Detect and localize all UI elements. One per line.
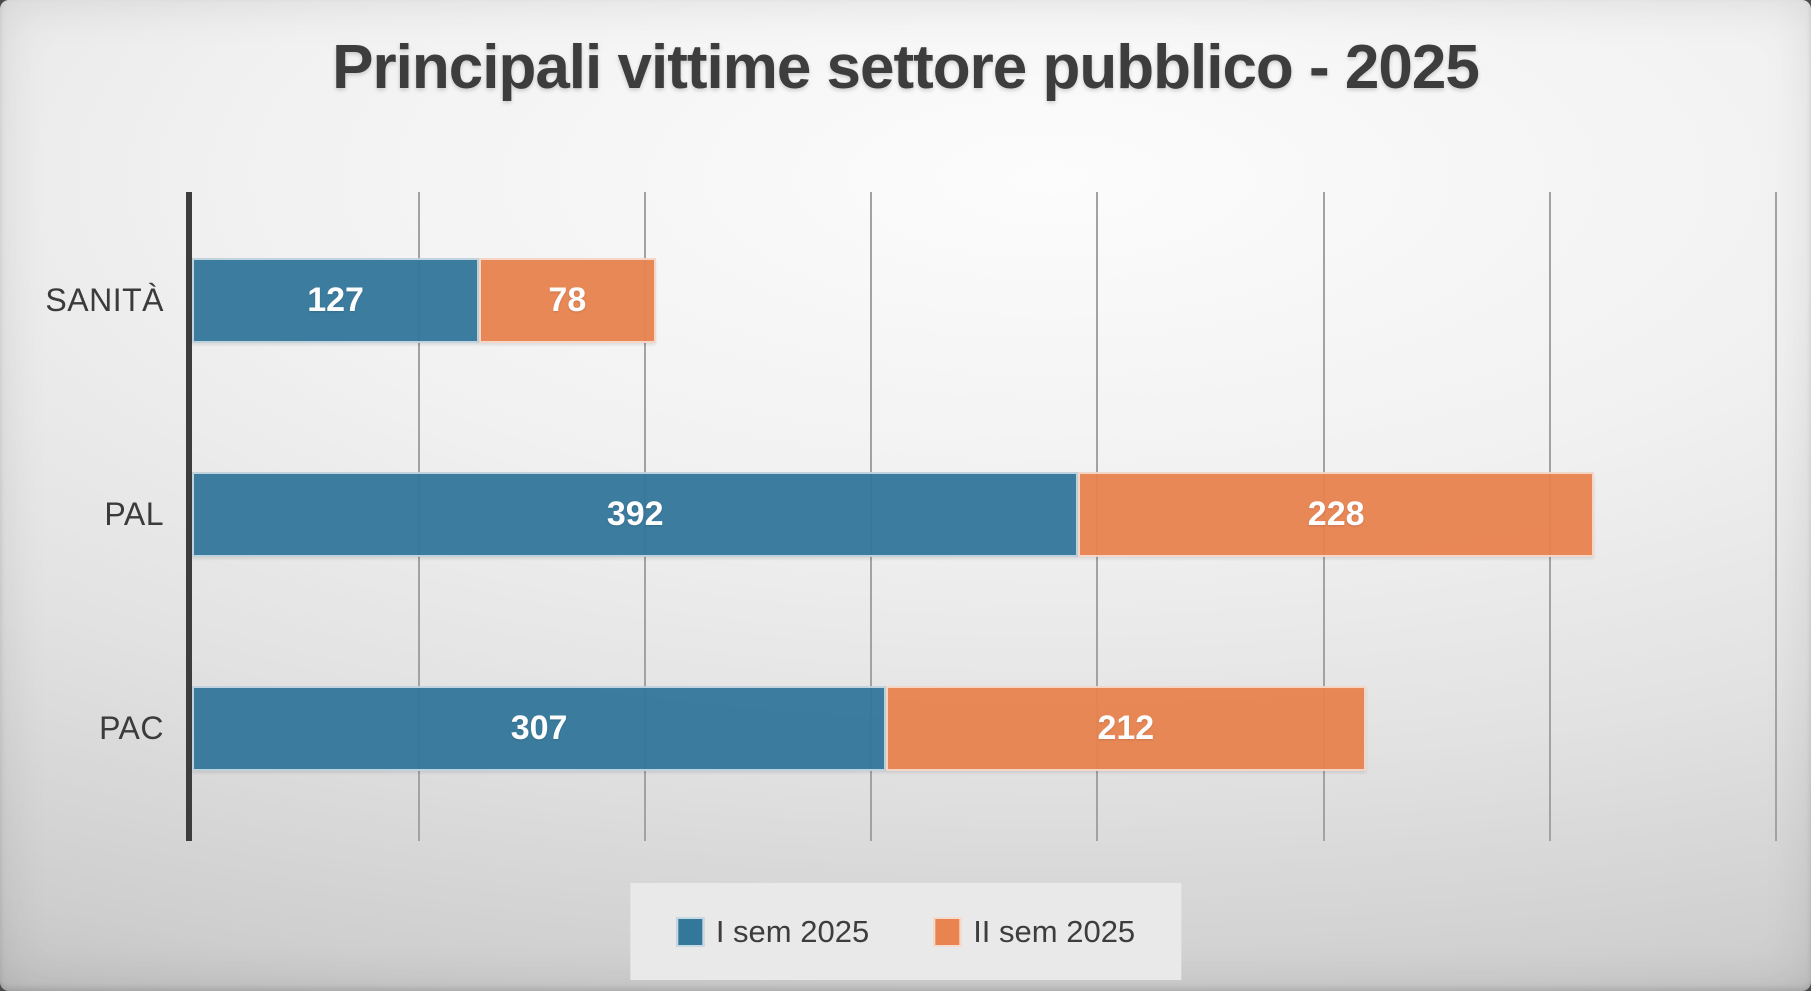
bar-row: 392 228 bbox=[192, 472, 1811, 557]
bar-value-label: 392 bbox=[606, 495, 664, 533]
legend: I sem 2025 II sem 2025 bbox=[629, 883, 1182, 980]
bar-value-label: 127 bbox=[307, 281, 364, 319]
bar-row: 307 212 bbox=[192, 686, 1811, 771]
bar-segment-i-sem: 307 bbox=[192, 686, 887, 771]
bar-value-label: 228 bbox=[1307, 495, 1365, 533]
category-label: SANITÀ bbox=[45, 282, 164, 318]
category-label: PAC bbox=[99, 710, 164, 746]
legend-label: II sem 2025 bbox=[973, 913, 1136, 949]
bar-value-label: 78 bbox=[548, 281, 587, 319]
bar-value-label: 212 bbox=[1097, 709, 1155, 747]
bar-value-label: 307 bbox=[510, 709, 568, 747]
legend-label: I sem 2025 bbox=[715, 913, 870, 949]
bar-segment-ii-sem: 228 bbox=[1078, 472, 1594, 557]
legend-item-ii-sem-2025: II sem 2025 bbox=[933, 914, 1135, 950]
y-axis-line bbox=[186, 192, 192, 841]
bar-segment-ii-sem: 212 bbox=[886, 686, 1366, 771]
legend-swatch-i-sem-2025 bbox=[675, 916, 704, 947]
legend-swatch-ii-sem-2025 bbox=[933, 916, 962, 947]
legend-item-i-sem-2025: I sem 2025 bbox=[675, 913, 870, 950]
category-axis: SANITÀ PAL PAC bbox=[0, 192, 164, 841]
bar-segment-i-sem: 127 bbox=[192, 258, 480, 343]
bar-segment-ii-sem: 78 bbox=[479, 258, 656, 343]
chart-title: Principali vittime settore pubblico - 20… bbox=[332, 33, 1480, 102]
bar-row: 127 78 bbox=[192, 258, 1811, 343]
gridline bbox=[1774, 192, 1777, 841]
bar-segment-i-sem: 392 bbox=[192, 472, 1079, 557]
category-label: PAL bbox=[104, 496, 164, 532]
plot-area: 127 78 392 228 307 212 bbox=[186, 192, 1811, 841]
